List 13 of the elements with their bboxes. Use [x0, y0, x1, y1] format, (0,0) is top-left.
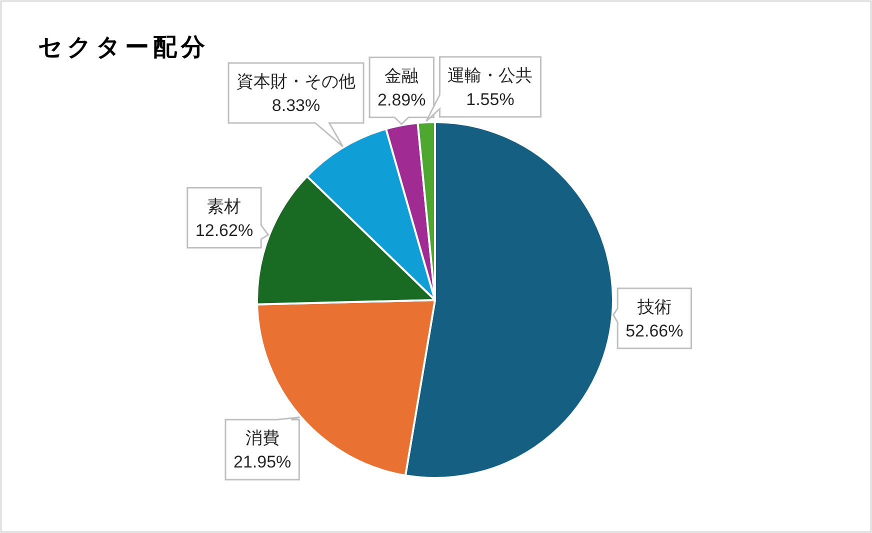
data-label: 21.95%: [234, 452, 292, 472]
data-label: 1.55%: [466, 90, 514, 109]
slice-label: 素材: [207, 196, 242, 216]
data-label: 2.89%: [378, 90, 426, 110]
slice-label: 金融: [384, 66, 419, 86]
slice-label: 資本財・その他: [236, 72, 356, 91]
slice-label: 技術: [636, 297, 672, 316]
slice-label: 運輸・公共: [448, 66, 533, 85]
data-label: 52.66%: [626, 321, 684, 340]
title: セクター配分: [38, 34, 209, 61]
data-label: 8.33%: [272, 96, 320, 115]
slice-label: 消費: [245, 428, 280, 448]
data-label: 12.62%: [195, 220, 254, 240]
